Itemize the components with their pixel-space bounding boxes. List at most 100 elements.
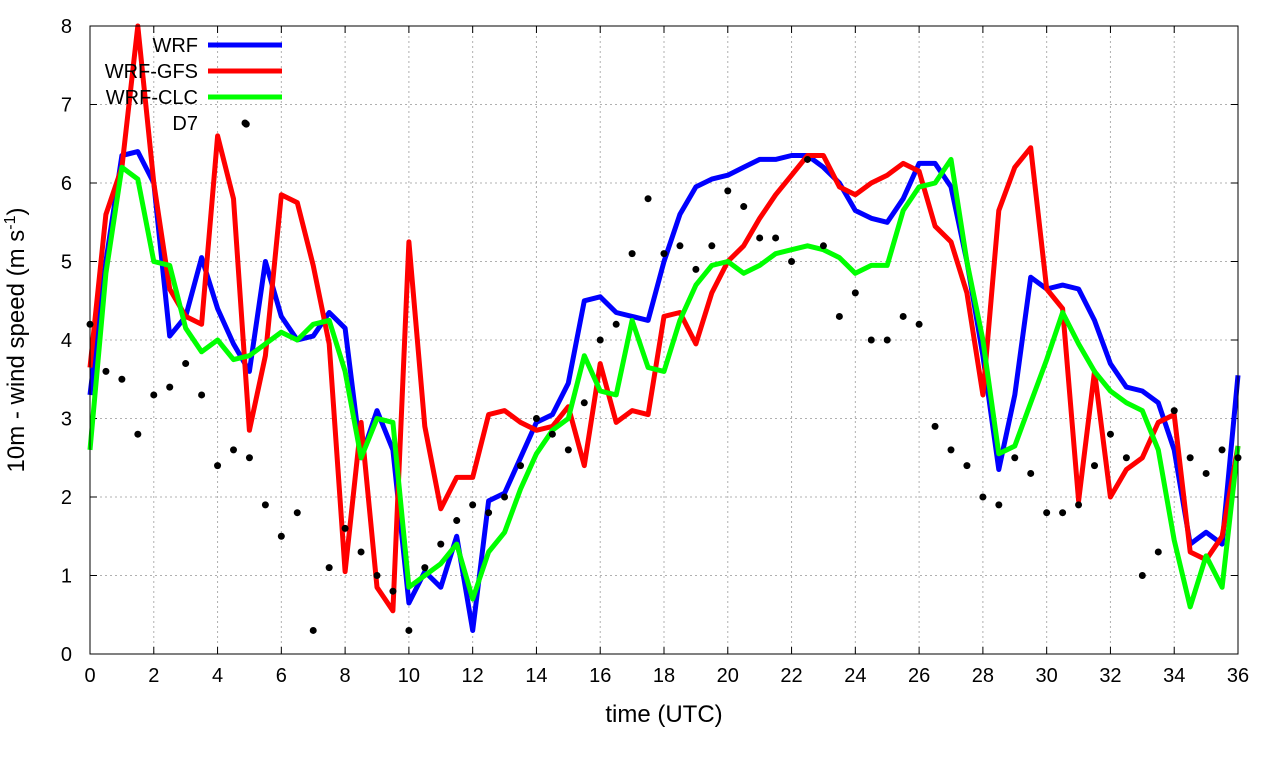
x-tick-label: 0 bbox=[84, 665, 95, 687]
legend-label-d7: D7 bbox=[172, 113, 198, 135]
series-lines bbox=[87, 23, 1241, 633]
data-point-d7 bbox=[883, 336, 891, 344]
data-point-d7 bbox=[740, 203, 748, 211]
data-point-d7 bbox=[405, 626, 413, 634]
data-point-d7 bbox=[421, 564, 429, 572]
data-point-d7 bbox=[261, 501, 269, 509]
data-point-d7 bbox=[134, 430, 142, 438]
grid bbox=[90, 26, 1238, 654]
data-point-d7 bbox=[469, 501, 477, 509]
data-point-d7 bbox=[1075, 501, 1083, 509]
y-tick-label: 2 bbox=[61, 487, 72, 509]
data-point-d7 bbox=[756, 234, 764, 242]
plot-frame bbox=[89, 25, 1239, 655]
data-point-d7 bbox=[835, 312, 843, 320]
x-tick-label: 20 bbox=[717, 665, 739, 687]
data-point-d7 bbox=[1011, 454, 1019, 462]
data-point-d7 bbox=[804, 155, 811, 163]
x-tick-label: 10 bbox=[398, 665, 420, 687]
data-point-d7 bbox=[963, 462, 971, 470]
y-tick-label: 7 bbox=[61, 95, 72, 117]
data-point-d7 bbox=[1170, 407, 1178, 415]
data-point-d7 bbox=[373, 572, 381, 579]
y-tick-label: 4 bbox=[61, 330, 72, 352]
x-tick-label: 26 bbox=[908, 665, 930, 687]
data-point-d7 bbox=[150, 391, 158, 399]
data-point-d7 bbox=[628, 250, 636, 258]
legend-label-wrf-gfs: WRF-GFS bbox=[105, 61, 198, 83]
legend-swatch-d7 bbox=[241, 119, 249, 127]
y-tick-label: 1 bbox=[61, 566, 72, 588]
data-point-d7 bbox=[437, 540, 445, 548]
data-point-d7 bbox=[899, 312, 907, 320]
data-point-d7 bbox=[1154, 548, 1162, 556]
data-point-d7 bbox=[915, 320, 923, 328]
data-point-d7 bbox=[1043, 509, 1051, 517]
data-point-d7 bbox=[532, 415, 540, 422]
data-point-d7 bbox=[102, 367, 110, 375]
data-point-d7 bbox=[214, 462, 222, 470]
y-tick-label: 5 bbox=[61, 252, 72, 274]
data-point-d7 bbox=[1091, 462, 1098, 470]
data-point-d7 bbox=[660, 250, 668, 258]
x-tick-label: 30 bbox=[1036, 665, 1058, 687]
y-axis-label: 10m - wind speed (m s-1) bbox=[2, 208, 30, 473]
x-tick-label: 8 bbox=[340, 665, 351, 687]
data-point-d7 bbox=[867, 336, 875, 344]
y-tick-label: 0 bbox=[61, 644, 72, 666]
data-point-d7 bbox=[118, 375, 126, 383]
legend-label-wrf: WRF bbox=[152, 35, 198, 57]
data-point-d7 bbox=[819, 242, 827, 250]
data-point-d7 bbox=[182, 360, 190, 368]
data-point-d7 bbox=[1027, 469, 1035, 477]
x-tick-label: 12 bbox=[462, 665, 484, 687]
x-tick-label: 6 bbox=[276, 665, 287, 687]
y-tick-label: 8 bbox=[61, 16, 72, 38]
data-point-d7 bbox=[692, 265, 700, 273]
data-point-d7 bbox=[1186, 454, 1194, 462]
data-point-d7 bbox=[612, 320, 620, 328]
data-point-d7 bbox=[995, 501, 1003, 509]
data-point-d7 bbox=[564, 446, 572, 454]
legend: WRF WRF-GFS WRF-CLC D7 bbox=[105, 35, 282, 135]
x-tick-label: 32 bbox=[1099, 665, 1121, 687]
axis-ticks: 0 2 4 6 8 10 12 14 16 18 20 22 24 26 28 30 32 34 360123456… bbox=[61, 16, 1249, 687]
data-point-d7 bbox=[230, 446, 237, 454]
legend-label-wrf-clc: WRF-CLC bbox=[106, 87, 198, 109]
x-tick-label: 28 bbox=[972, 665, 994, 687]
data-point-d7 bbox=[293, 509, 301, 517]
data-point-d7 bbox=[1059, 509, 1067, 517]
x-tick-label: 36 bbox=[1227, 665, 1249, 687]
data-point-d7 bbox=[1202, 469, 1210, 477]
data-point-d7 bbox=[309, 626, 317, 634]
data-point-d7 bbox=[1218, 446, 1226, 454]
x-tick-label: 2 bbox=[148, 665, 159, 687]
data-point-d7 bbox=[245, 454, 253, 462]
x-tick-label: 16 bbox=[589, 665, 611, 687]
data-point-d7 bbox=[453, 517, 461, 525]
data-point-d7 bbox=[389, 587, 397, 595]
data-point-d7 bbox=[772, 234, 780, 242]
data-point-d7 bbox=[644, 195, 652, 203]
x-axis-label: time (UTC) bbox=[605, 701, 722, 728]
data-point-d7 bbox=[1122, 454, 1130, 462]
data-point-d7 bbox=[501, 493, 509, 501]
data-point-d7 bbox=[325, 564, 333, 572]
data-point-d7 bbox=[357, 548, 365, 556]
data-point-d7 bbox=[198, 391, 206, 399]
data-point-d7 bbox=[947, 446, 955, 454]
data-point-d7 bbox=[676, 242, 684, 250]
x-tick-label: 24 bbox=[844, 665, 866, 687]
data-point-d7 bbox=[596, 336, 604, 344]
data-point-d7 bbox=[580, 399, 588, 407]
observation-points bbox=[86, 120, 1242, 634]
x-tick-label: 4 bbox=[212, 665, 223, 687]
data-point-d7 bbox=[724, 187, 732, 195]
data-point-d7 bbox=[1106, 430, 1114, 438]
x-tick-label: 18 bbox=[653, 665, 675, 687]
data-point-d7 bbox=[341, 524, 349, 532]
series-line-wrf-gfs bbox=[87, 23, 1241, 614]
data-point-d7 bbox=[788, 258, 796, 265]
data-point-d7 bbox=[166, 383, 174, 391]
